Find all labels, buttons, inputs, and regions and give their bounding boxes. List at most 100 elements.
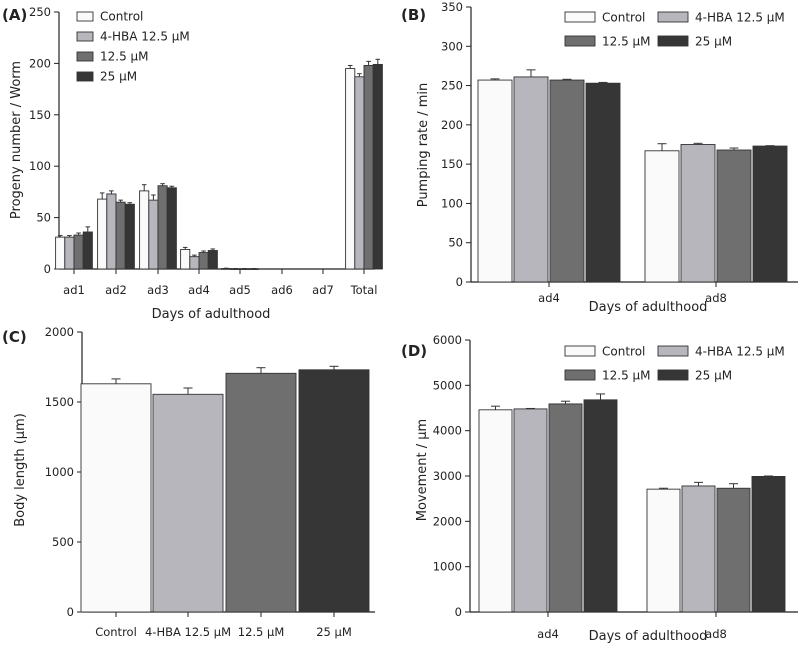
y-tick-label: 200 — [441, 118, 463, 132]
legend-swatch — [564, 11, 596, 23]
legend-swatch — [657, 11, 689, 23]
legend-label: 12.5 μM — [100, 50, 149, 64]
bar — [207, 250, 218, 270]
bar — [225, 372, 297, 613]
y-tick-label: 300 — [441, 39, 463, 53]
bar — [148, 199, 159, 270]
legend-label: 4-HBA 12.5 μM — [100, 30, 190, 44]
x-tick-label: 25 μM — [316, 625, 352, 639]
x-tick-label: 12.5 μM — [238, 625, 285, 639]
bar — [106, 193, 117, 270]
x-tick-label: ad4 — [188, 283, 210, 297]
legend-label: Control — [602, 11, 645, 25]
bar — [513, 408, 548, 613]
bar — [477, 79, 513, 283]
chart-panel-3: (D) 0 1000 2000 3000 4000 5000 6000 Movement / μ… — [401, 333, 798, 644]
bar — [115, 201, 126, 270]
y-axis-title: Body length (μm) — [13, 413, 28, 527]
legend-swatch — [564, 35, 596, 47]
y-tick-label: 1000 — [45, 465, 74, 479]
x-tick-label: ad2 — [105, 283, 127, 297]
bar — [644, 150, 680, 283]
x-axis-title: Days of adulthood — [152, 307, 271, 322]
bar — [189, 256, 200, 270]
bar — [363, 65, 374, 270]
bar — [478, 409, 513, 613]
bar — [716, 487, 751, 613]
bar — [354, 76, 365, 270]
legend-swatch — [564, 345, 596, 357]
bar — [345, 68, 356, 270]
y-tick-label: 0 — [456, 275, 463, 289]
chart-panel-0: (A) 0 50 100 150 200 250 Progeny number / Worm D… — [2, 5, 383, 322]
x-tick-label: ad4 — [537, 627, 559, 641]
bar — [97, 198, 108, 270]
x-tick-label: ad7 — [312, 283, 334, 297]
legend-swatch — [76, 31, 94, 42]
x-tick-label: Control — [95, 625, 137, 639]
bar — [372, 63, 383, 270]
bar — [298, 369, 370, 613]
y-tick-label: 100 — [441, 196, 463, 210]
x-tick-label: ad8 — [705, 627, 727, 641]
bar — [124, 203, 135, 270]
y-tick-label: 350 — [441, 0, 463, 14]
bar — [152, 393, 224, 613]
x-tick-label: ad3 — [147, 283, 169, 297]
bar — [548, 403, 583, 613]
y-tick-label: 0 — [67, 605, 74, 619]
panel-label: (B) — [401, 6, 426, 24]
y-tick-label: 50 — [36, 211, 51, 225]
x-tick-label: Total — [350, 283, 378, 297]
bar — [64, 236, 75, 270]
bar — [513, 76, 549, 283]
bar — [751, 476, 786, 613]
legend: Control 4-HBA 12.5 μM 12.5 μM 25 μM — [564, 345, 785, 383]
bar — [166, 187, 177, 270]
legend-label: 12.5 μM — [602, 369, 651, 383]
bar — [157, 185, 168, 270]
bar — [583, 399, 618, 613]
y-tick-label: 250 — [441, 79, 463, 93]
legend-swatch — [76, 71, 94, 82]
y-tick-label: 4000 — [433, 424, 462, 438]
x-tick-label: 4-HBA 12.5 μM — [145, 625, 231, 639]
y-tick-label: 0 — [44, 262, 51, 276]
panel-label: (D) — [401, 342, 427, 360]
bar — [82, 231, 93, 270]
y-tick-label: 250 — [29, 5, 51, 19]
x-tick-label: ad8 — [705, 291, 727, 305]
y-tick-label: 2000 — [45, 325, 74, 339]
legend: Control 4-HBA 12.5 μM 12.5 μM 25 μM — [564, 11, 785, 49]
legend: Control 4-HBA 12.5 μM 12.5 μM 25 μM — [76, 10, 190, 84]
y-tick-label: 3000 — [433, 469, 462, 483]
panel-label: (A) — [2, 6, 27, 24]
bar — [680, 144, 716, 283]
y-tick-label: 6000 — [433, 333, 462, 347]
y-tick-label: 200 — [29, 56, 51, 70]
legend-label: 25 μM — [100, 70, 137, 84]
y-tick-label: 5000 — [433, 378, 462, 392]
x-axis-title: Days of adulthood — [589, 629, 708, 644]
legend-label: 12.5 μM — [602, 35, 651, 49]
legend-label: 4-HBA 12.5 μM — [695, 11, 785, 25]
x-tick-label: ad6 — [271, 283, 293, 297]
y-tick-label: 1000 — [433, 560, 462, 574]
legend-label: 25 μM — [695, 35, 732, 49]
bar — [549, 79, 585, 283]
bar — [80, 383, 152, 613]
x-tick-label: ad4 — [538, 291, 560, 305]
y-tick-label: 50 — [448, 236, 463, 250]
x-tick-label: ad5 — [229, 283, 251, 297]
bar — [716, 149, 752, 283]
y-tick-label: 500 — [52, 535, 74, 549]
y-axis-title: Progeny number / Worm — [9, 61, 24, 219]
legend-label: Control — [602, 345, 645, 359]
bar — [198, 252, 209, 270]
bar — [752, 145, 788, 283]
x-axis-title: Days of adulthood — [589, 300, 708, 315]
chart-panel-2: (C) 0 500 1000 1500 2000 Body length (μm) Contr… — [2, 325, 375, 639]
chart-panel-1: (B) 0 50 100 150 200 250 300 350 Pumping rate / m… — [401, 0, 798, 315]
panel-label: (C) — [2, 328, 27, 346]
